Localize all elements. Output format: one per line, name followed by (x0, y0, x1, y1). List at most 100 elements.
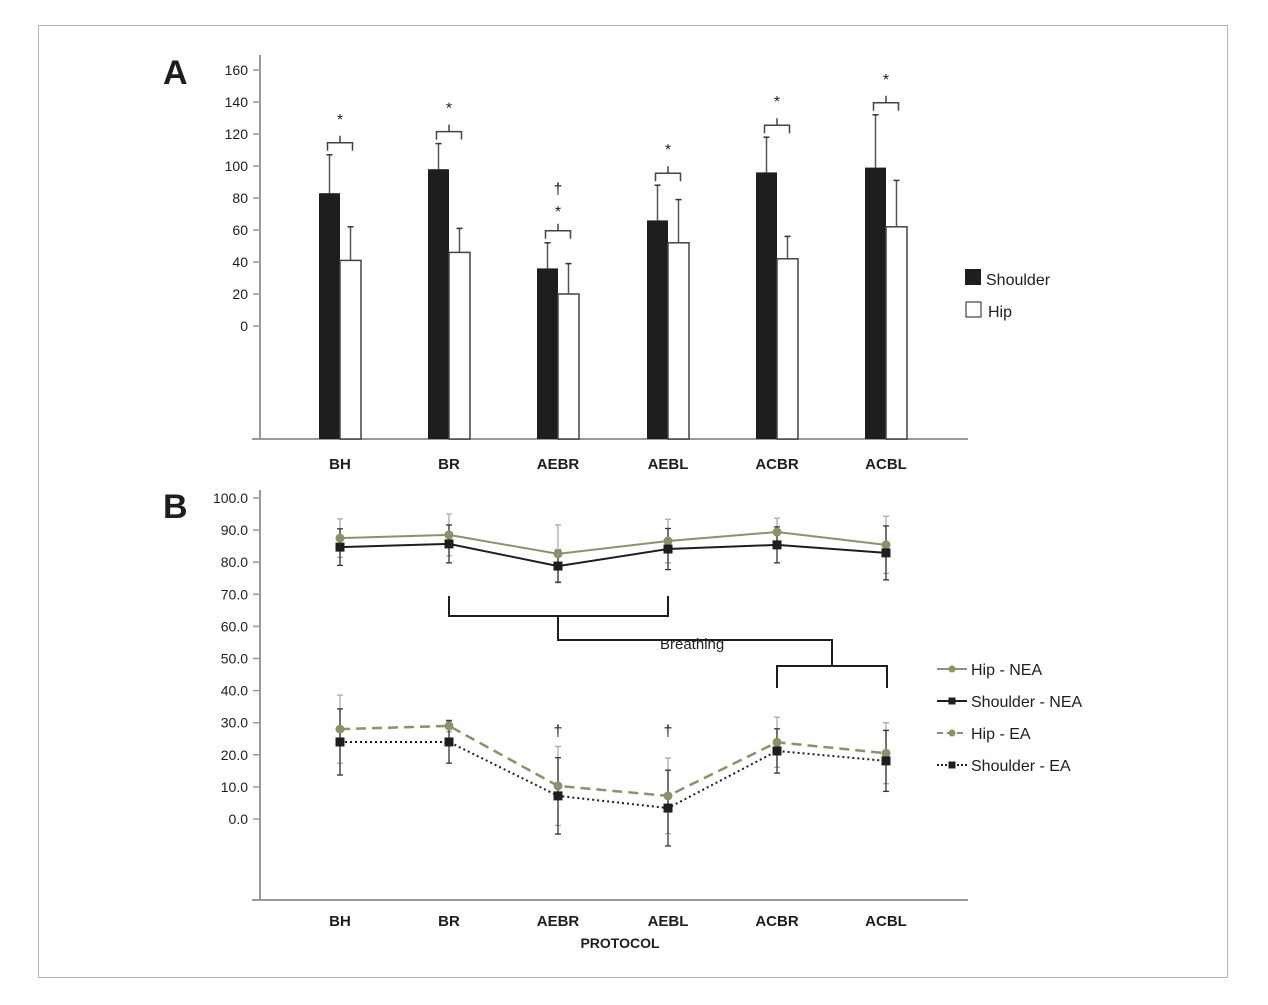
significance-asterisk: * (446, 101, 452, 118)
point-hip-nea (881, 540, 891, 550)
bar-shoulder (428, 169, 449, 439)
x-tick-label: BR (438, 456, 460, 473)
y-tick-label: 60.0 (221, 618, 248, 634)
point-shoulder-ea (663, 803, 673, 813)
point-hip-ea (663, 791, 673, 801)
significance-asterisk: * (774, 94, 780, 111)
y-tick-label: 40.0 (221, 683, 248, 699)
x-tick-label: BH (329, 456, 351, 473)
legend-marker-hip-nea (948, 665, 956, 673)
point-hip-ea (553, 781, 563, 791)
point-hip-ea (335, 724, 345, 734)
y-tick-label: 70.0 (221, 586, 248, 602)
significance-dagger: † (664, 723, 673, 740)
point-shoulder-nea (335, 542, 345, 552)
bar-shoulder (865, 167, 886, 439)
significance-bracket (872, 95, 900, 111)
significance-bracket (544, 223, 572, 239)
y-tick-label: 90.0 (221, 522, 248, 538)
x-tick-label: AEBR (537, 913, 580, 930)
x-axis-title: PROTOCOL (580, 935, 660, 951)
y-tick-label: 100.0 (213, 490, 248, 506)
y-tick-label: 140 (225, 94, 249, 110)
bar-hip (557, 293, 580, 440)
legend-label-shoulder: Shoulder (986, 272, 1051, 289)
breathing-bracket (448, 596, 888, 688)
y-tick-label: 30.0 (221, 715, 248, 731)
bar-hip (339, 259, 362, 440)
x-tick-label: BR (438, 913, 460, 930)
significance-bracket (654, 166, 682, 182)
legend-label-shoulder-nea: Shoulder - NEA (971, 694, 1082, 711)
bar-shoulder (756, 172, 777, 439)
point-hip-ea (881, 748, 891, 758)
legend-swatch-hip (965, 301, 982, 318)
point-hip-nea (772, 527, 782, 537)
legend-label-shoulder-ea: Shoulder - EA (971, 758, 1071, 775)
series-line-shoulder-nea (339, 542, 887, 568)
point-hip-nea (444, 530, 454, 540)
y-tick-label: 40 (232, 254, 248, 270)
point-shoulder-nea (772, 540, 782, 550)
bar-shoulder (647, 220, 668, 439)
y-tick-label: 0.0 (229, 811, 249, 827)
point-hip-nea (335, 533, 345, 543)
series-line-shoulder-ea (340, 740, 887, 810)
legend-swatch-shoulder (965, 269, 981, 285)
point-shoulder-nea (553, 561, 563, 571)
y-tick-label: 120 (225, 126, 249, 142)
bar-hip (885, 226, 908, 440)
breathing-label: Breathing (660, 636, 724, 653)
x-tick-label: ACBL (865, 456, 907, 473)
significance-asterisk: * (555, 204, 561, 221)
point-hip-ea (772, 737, 782, 747)
x-tick-label: AEBL (648, 913, 689, 930)
significance-bracket (763, 118, 791, 134)
x-tick-label: AEBL (648, 456, 689, 473)
point-shoulder-ea (444, 737, 454, 747)
significance-dagger: † (554, 723, 563, 740)
x-tick-label: BH (329, 913, 351, 930)
y-tick-label: 160 (225, 62, 249, 78)
x-tick-label: ACBR (755, 913, 798, 930)
panel-b-line-chart: 0.0 10.0 20.0 30.0 40.0 50.0 60.0 70.0 80.0 90.0 1… (213, 490, 1082, 951)
legend-label-hip-nea: Hip - NEA (971, 662, 1042, 679)
y-tick-label: 0 (240, 318, 248, 334)
y-tick-label: 80.0 (221, 554, 248, 570)
point-shoulder-ea (772, 746, 782, 756)
series-line-hip-nea (339, 531, 887, 555)
legend-marker-shoulder-ea (948, 761, 956, 769)
legend-marker-shoulder-nea (948, 697, 956, 705)
y-tick-label: 20 (232, 286, 248, 302)
significance-bracket (435, 124, 463, 140)
y-tick-label: 20.0 (221, 747, 248, 763)
x-tick-label: ACBR (755, 456, 798, 473)
point-shoulder-ea (335, 737, 345, 747)
point-shoulder-ea (881, 756, 891, 766)
bar-shoulder (537, 268, 558, 439)
legend-marker-hip-ea (948, 729, 956, 737)
significance-asterisk: * (337, 112, 343, 129)
legend-label-hip-ea: Hip - EA (971, 726, 1031, 743)
point-hip-nea (553, 549, 563, 559)
point-shoulder-nea (444, 539, 454, 549)
point-shoulder-nea (663, 544, 673, 554)
legend-label-hip: Hip (988, 304, 1012, 321)
significance-bracket (326, 135, 354, 151)
y-tick-label: 10.0 (221, 779, 248, 795)
y-tick-label: 100 (225, 158, 249, 174)
significance-asterisk: * (883, 72, 889, 89)
panel-b-label: B (163, 488, 188, 526)
bar-shoulder (319, 193, 340, 439)
x-tick-label: ACBL (865, 913, 907, 930)
figure-frame (38, 25, 1228, 978)
bar-hip (776, 258, 799, 440)
bar-hip (448, 251, 471, 440)
panel-a-label: A (163, 54, 188, 92)
point-hip-ea (444, 721, 454, 731)
point-hip-nea (663, 536, 673, 546)
bar-hip (667, 242, 690, 440)
y-tick-label: 60 (232, 222, 248, 238)
series-line-hip-ea (339, 724, 887, 798)
